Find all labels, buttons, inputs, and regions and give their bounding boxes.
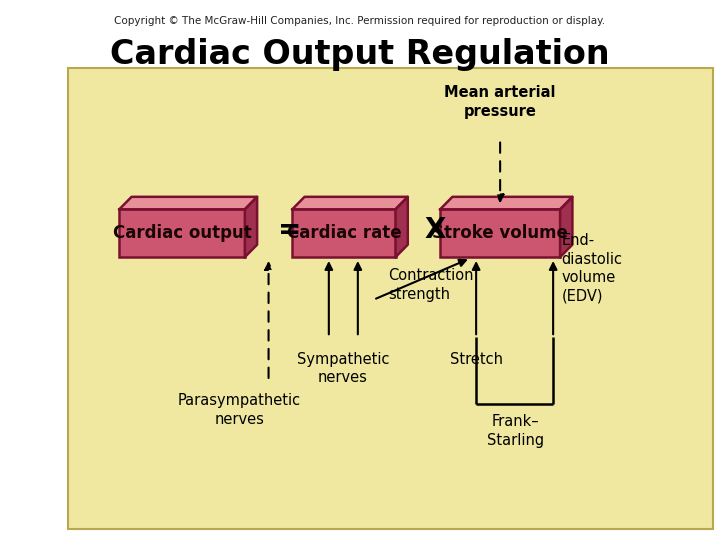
Polygon shape (395, 197, 408, 257)
Text: Cardiac output: Cardiac output (113, 224, 251, 242)
Polygon shape (245, 197, 257, 257)
Text: Cardiac rate: Cardiac rate (287, 224, 401, 242)
Polygon shape (120, 197, 257, 210)
Text: Contraction
strength: Contraction strength (389, 268, 474, 302)
Text: Cardiac Output Regulation: Cardiac Output Regulation (110, 38, 610, 71)
FancyBboxPatch shape (292, 210, 395, 257)
Polygon shape (440, 197, 572, 210)
Polygon shape (292, 197, 408, 210)
Text: Stretch: Stretch (449, 352, 503, 367)
FancyBboxPatch shape (120, 210, 245, 257)
Text: Mean arterial
pressure: Mean arterial pressure (444, 85, 556, 119)
Polygon shape (560, 197, 572, 257)
Text: Parasympathetic
nerves: Parasympathetic nerves (178, 393, 301, 427)
Text: =: = (278, 217, 302, 244)
Text: X: X (424, 217, 446, 244)
Text: Frank–
Starling: Frank– Starling (487, 414, 544, 448)
Text: Stroke volume: Stroke volume (432, 224, 568, 242)
Text: End-
diastolic
volume
(EDV): End- diastolic volume (EDV) (562, 233, 623, 304)
Text: Sympathetic
nerves: Sympathetic nerves (297, 352, 389, 386)
FancyBboxPatch shape (440, 210, 560, 257)
Text: Copyright © The McGraw-Hill Companies, Inc. Permission required for reproduction: Copyright © The McGraw-Hill Companies, I… (114, 16, 606, 26)
